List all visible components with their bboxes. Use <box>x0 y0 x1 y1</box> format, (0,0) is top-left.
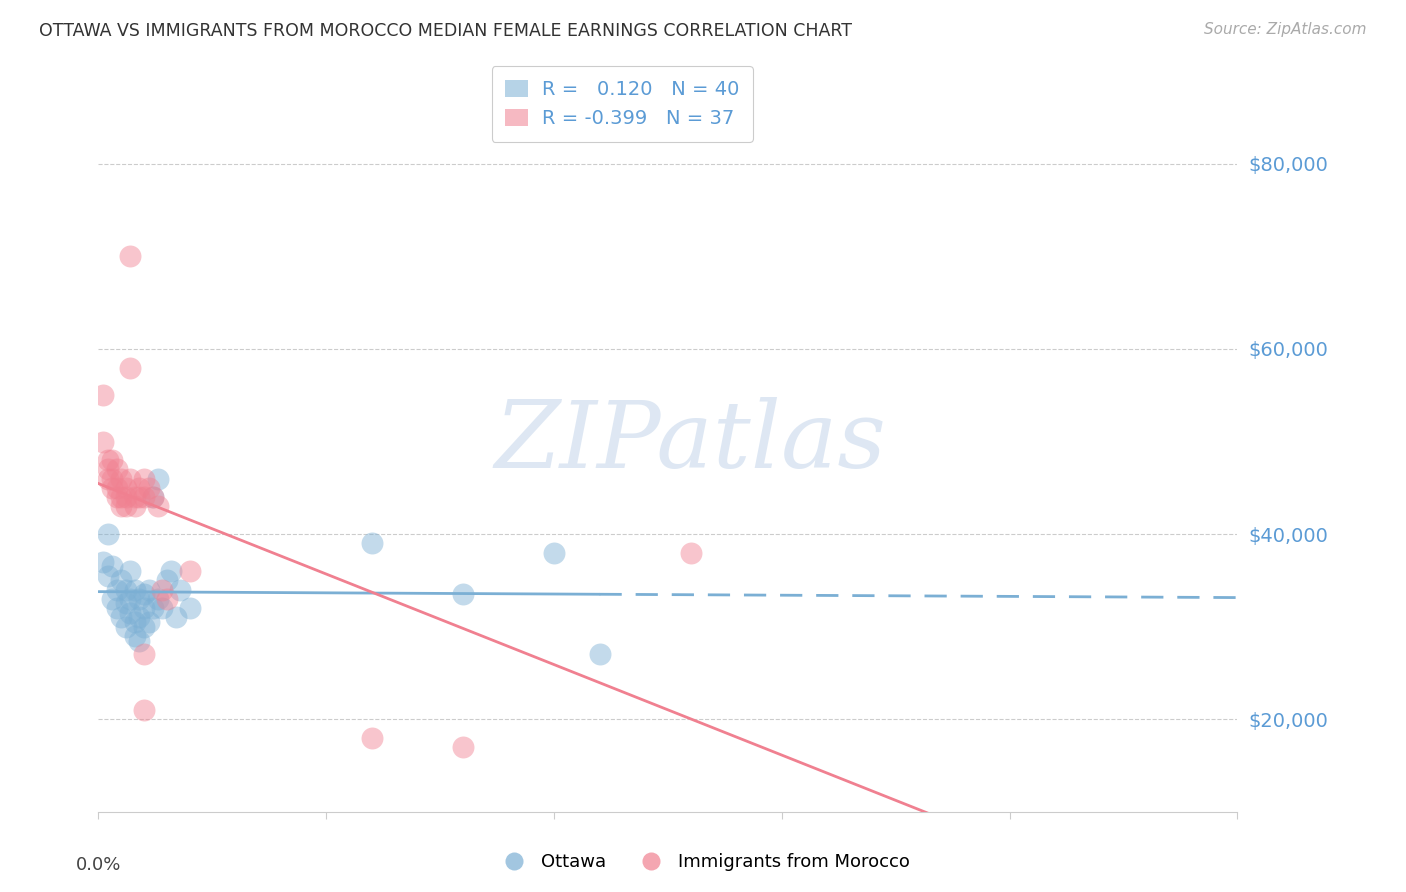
Point <box>179 601 201 615</box>
Point <box>101 453 124 467</box>
Point <box>451 587 474 601</box>
Point <box>150 582 173 597</box>
Point <box>96 453 118 467</box>
Point <box>132 471 155 485</box>
Point <box>114 597 136 611</box>
Text: 0.0%: 0.0% <box>76 856 121 874</box>
Point <box>105 582 128 597</box>
Point <box>120 360 142 375</box>
Point <box>138 615 160 629</box>
Point <box>96 568 118 582</box>
Point <box>110 490 132 504</box>
Point <box>114 582 136 597</box>
Point <box>132 587 155 601</box>
Point <box>101 591 124 606</box>
Point <box>101 559 124 574</box>
Point <box>132 620 155 634</box>
Legend: R =   0.120   N = 40, R = -0.399   N = 37: R = 0.120 N = 40, R = -0.399 N = 37 <box>492 66 754 142</box>
Point <box>91 434 114 449</box>
Point <box>105 462 128 476</box>
Point <box>120 591 142 606</box>
Point <box>114 620 136 634</box>
Point <box>128 490 150 504</box>
Point <box>101 471 124 485</box>
Point <box>101 481 124 495</box>
Point <box>150 601 173 615</box>
Point <box>105 481 128 495</box>
Point <box>138 481 160 495</box>
Point <box>679 545 702 560</box>
Point <box>169 582 191 597</box>
Point <box>179 564 201 578</box>
Point <box>110 471 132 485</box>
Point <box>156 591 179 606</box>
Text: Source: ZipAtlas.com: Source: ZipAtlas.com <box>1204 22 1367 37</box>
Point <box>124 629 146 643</box>
Point <box>110 610 132 624</box>
Point <box>91 555 114 569</box>
Point <box>124 582 146 597</box>
Point <box>120 471 142 485</box>
Point <box>124 615 146 629</box>
Point <box>451 739 474 754</box>
Point <box>110 500 132 514</box>
Point <box>124 500 146 514</box>
Point <box>360 536 382 550</box>
Point <box>142 490 165 504</box>
Point <box>91 388 114 402</box>
Point <box>96 471 118 485</box>
Point <box>120 606 142 620</box>
Point <box>142 490 165 504</box>
Point <box>588 648 610 662</box>
Text: OTTAWA VS IMMIGRANTS FROM MOROCCO MEDIAN FEMALE EARNINGS CORRELATION CHART: OTTAWA VS IMMIGRANTS FROM MOROCCO MEDIAN… <box>39 22 852 40</box>
Point <box>156 574 179 588</box>
Point <box>114 490 136 504</box>
Point <box>146 591 169 606</box>
Point <box>165 610 187 624</box>
Point <box>96 462 118 476</box>
Point <box>132 490 155 504</box>
Point <box>114 500 136 514</box>
Point <box>142 601 165 615</box>
Point <box>146 500 169 514</box>
Point <box>105 490 128 504</box>
Point <box>105 601 128 615</box>
Point <box>114 481 136 495</box>
Point <box>96 527 118 541</box>
Point <box>120 564 142 578</box>
Point <box>543 545 565 560</box>
Point <box>132 703 155 717</box>
Text: ZIPatlas: ZIPatlas <box>495 397 887 486</box>
Point <box>120 249 142 264</box>
Point <box>128 591 150 606</box>
Point <box>132 648 155 662</box>
Point <box>128 633 150 648</box>
Point <box>360 731 382 745</box>
Point <box>146 471 169 485</box>
Legend: Ottawa, Immigrants from Morocco: Ottawa, Immigrants from Morocco <box>489 847 917 879</box>
Point <box>128 610 150 624</box>
Point <box>128 481 150 495</box>
Point <box>138 582 160 597</box>
Point <box>132 601 155 615</box>
Point <box>160 564 183 578</box>
Point <box>124 490 146 504</box>
Point <box>110 574 132 588</box>
